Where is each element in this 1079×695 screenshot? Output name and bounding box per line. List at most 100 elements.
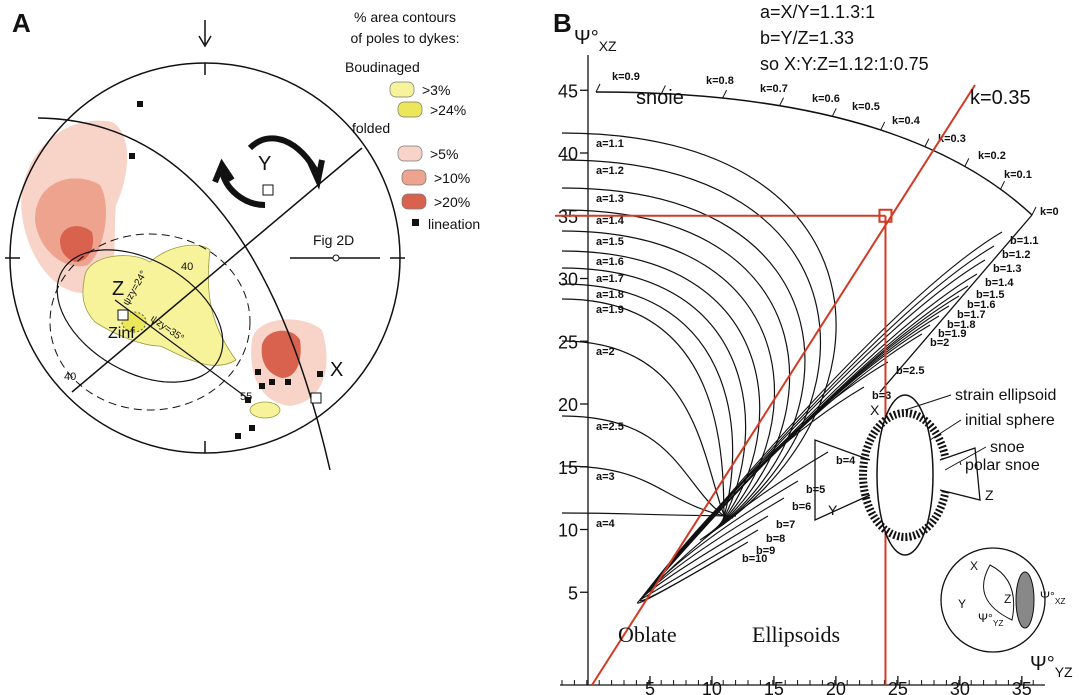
label: k=0.1 <box>1004 169 1032 181</box>
label: polar snoe <box>965 457 1040 474</box>
label: a=1.8 <box>596 289 624 301</box>
label: 55 <box>240 391 252 403</box>
k-tick <box>780 98 784 106</box>
label: k=0.5 <box>852 101 880 113</box>
label-main: Ψ° <box>1030 653 1055 675</box>
label: lineation <box>428 216 480 232</box>
label: b=1.3 <box>993 263 1021 275</box>
label: 40 <box>64 371 76 383</box>
lineation <box>285 379 291 385</box>
label: 15 <box>558 458 578 478</box>
label: >24% <box>430 102 466 118</box>
lineation <box>317 371 323 377</box>
label: b=3 <box>872 390 891 402</box>
ellipsoid <box>815 440 870 520</box>
k-tick <box>881 122 885 130</box>
label: k=0.2 <box>978 150 1006 162</box>
label: 25 <box>888 679 908 695</box>
label-main: Ψ° <box>978 611 993 625</box>
label: a=1.1 <box>596 138 624 150</box>
k-tick <box>723 90 727 98</box>
k-tick <box>1032 207 1036 215</box>
label: k=0.4 <box>892 115 921 127</box>
label: Y <box>828 502 838 518</box>
label: b=10 <box>742 553 767 565</box>
label: b=7 <box>776 519 795 531</box>
label: b=2.5 <box>896 365 924 377</box>
label: B <box>553 8 572 38</box>
contour <box>250 402 280 418</box>
b-curve <box>638 550 734 603</box>
label: 5 <box>645 679 655 695</box>
label: a=2 <box>596 346 615 358</box>
label: a=1.7 <box>596 273 624 285</box>
label: b=Y/Z=1.33 <box>760 28 854 48</box>
label: b=8 <box>766 533 785 545</box>
label: >20% <box>434 194 470 210</box>
label: a=4 <box>596 518 616 530</box>
label: k=0.35 <box>970 87 1031 109</box>
label: a=3 <box>596 471 615 483</box>
label: 30 <box>950 679 970 695</box>
label-main: Ψ° <box>1040 589 1055 603</box>
arrow <box>199 20 211 46</box>
label: 20 <box>826 679 846 695</box>
label: 25 <box>558 332 578 352</box>
label: k=0.7 <box>760 83 788 95</box>
label: a=1.2 <box>596 165 624 177</box>
label: a=1.6 <box>596 256 624 268</box>
label: Z <box>1004 592 1011 606</box>
legend-swatch <box>390 82 414 97</box>
label: >5% <box>430 146 458 162</box>
label: a=1.9 <box>596 304 624 316</box>
label: strain ellipsoid <box>955 387 1056 404</box>
label: b=4 <box>836 455 856 467</box>
label: X <box>970 559 978 573</box>
b-curve <box>640 530 758 600</box>
label: snoie <box>636 87 684 109</box>
label: % area contours <box>354 9 456 25</box>
label: 40 <box>558 144 578 164</box>
label: 5 <box>568 583 578 603</box>
label: Z <box>112 278 124 300</box>
label: b=6 <box>792 501 811 513</box>
label: >10% <box>434 170 470 186</box>
lineation <box>259 383 265 389</box>
legend-swatch <box>412 219 419 226</box>
lineation <box>269 379 275 385</box>
axis-marker <box>311 393 321 403</box>
figure: AYZZinfXFig 2D404055ψzy=24°ψzy=35°% area… <box>0 0 1079 695</box>
b-curve <box>640 387 864 600</box>
k-tick <box>1001 181 1005 189</box>
label-sub: XZ <box>1055 596 1066 606</box>
label-main: Ψ° <box>574 27 599 49</box>
label: k=0.6 <box>812 93 840 105</box>
k-curve <box>596 92 1032 215</box>
lineation <box>137 101 143 107</box>
leader <box>930 420 961 440</box>
label: Y <box>258 153 271 175</box>
lineation <box>129 153 135 159</box>
legend-swatch <box>402 194 426 209</box>
label: X <box>870 402 880 418</box>
inset-area <box>1016 572 1034 628</box>
label: Zinf <box>108 325 135 342</box>
k-tick <box>596 84 600 92</box>
label: Fig 2D <box>313 232 354 248</box>
legend-swatch <box>398 102 422 117</box>
label: folded <box>352 120 390 136</box>
label-sub: XZ <box>599 38 617 54</box>
label: initial sphere <box>965 412 1055 429</box>
label: a=X/Y=1.1.3:1 <box>760 2 875 22</box>
label: a=1.4 <box>596 215 625 227</box>
label: of poles to dykes: <box>351 30 460 46</box>
label: Y <box>958 597 966 611</box>
label: Boudinaged <box>345 59 420 75</box>
label: so X:Y:Z=1.12:1:0.75 <box>760 54 929 74</box>
label: k=0.9 <box>612 71 640 83</box>
k-line <box>592 85 975 685</box>
label: snoe <box>990 439 1025 456</box>
label: Oblate <box>618 622 677 647</box>
label: 20 <box>558 395 578 415</box>
k-tick <box>925 139 929 147</box>
